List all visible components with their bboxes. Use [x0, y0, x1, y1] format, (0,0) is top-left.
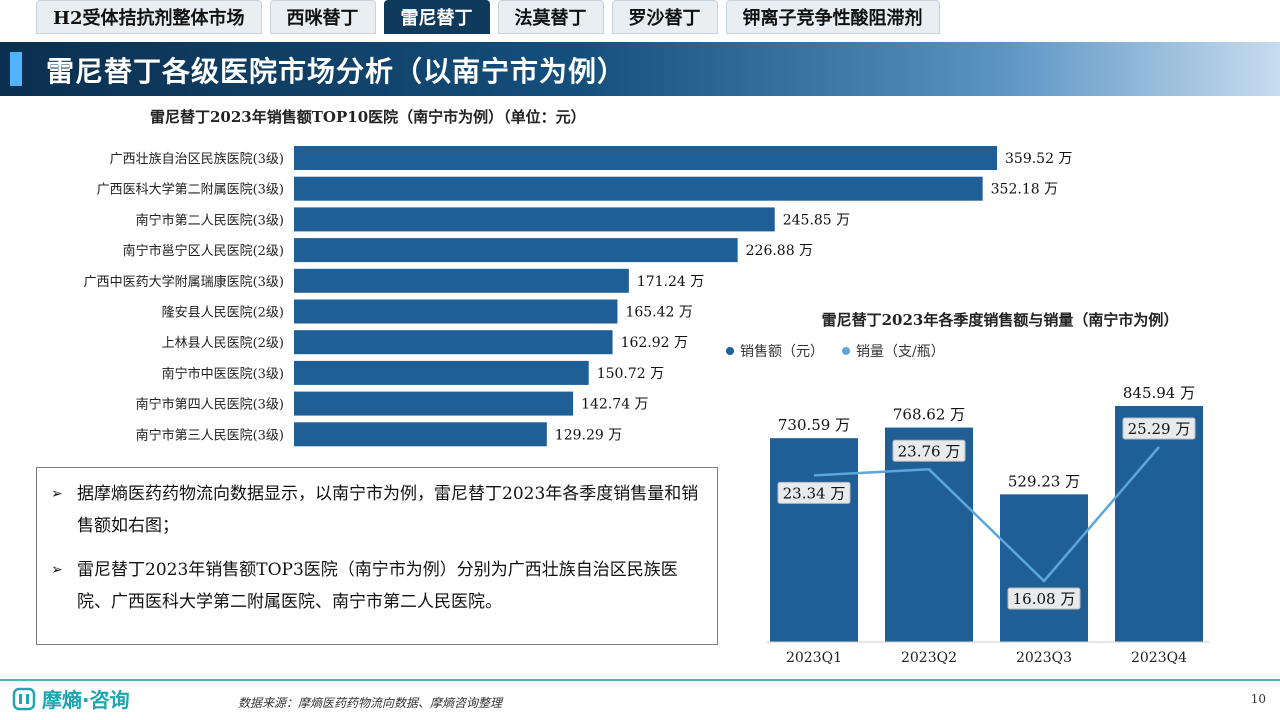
- volume-label-box: [1007, 587, 1081, 610]
- quarter-axis-label: 2023Q4: [1131, 650, 1187, 666]
- quarter-axis-label: 2023Q3: [1016, 650, 1072, 666]
- hospital-value-label: 162.92 万: [621, 335, 688, 351]
- summary-text: 据摩熵医药药物流向数据显示，以南宁市为例，雷尼替丁2023年各季度销售量和销售额…: [77, 484, 699, 536]
- tab-4[interactable]: 罗沙替丁: [611, 0, 718, 34]
- hospital-label: 南宁市邕宁区人民医院(2级): [123, 243, 284, 259]
- volume-label-box: [892, 439, 966, 462]
- quarterly-chart-title: 雷尼替丁2023年各季度销售额与销量（南宁市为例）: [821, 311, 1179, 329]
- legend-dot-icon: [842, 347, 850, 355]
- hospital-label: 南宁市第二人民医院(3级): [136, 212, 284, 228]
- hospital-chart-title: 雷尼替丁2023年销售额TOP10医院（南宁市为例）（单位：元）: [150, 108, 586, 126]
- quarter-axis-label: 2023Q1: [786, 650, 842, 666]
- summary-text: 雷尼替丁2023年销售额TOP3医院（南宁市为例）分别为广西壮族自治区民族医院、…: [77, 560, 678, 612]
- hospital-bar: [294, 422, 547, 447]
- hospital-label: 隆安县人民医院(2级): [162, 306, 284, 321]
- hospital-label: 广西壮族自治区民族医院(3级): [110, 151, 284, 167]
- hospital-bar: [294, 391, 574, 416]
- hospital-bar: [294, 176, 983, 201]
- volume-label-box: [1122, 417, 1196, 440]
- hospital-value-label: 150.72 万: [597, 366, 664, 382]
- quarter-axis-label: 2023Q2: [901, 650, 957, 666]
- quarter-volume-label: 23.34 万: [783, 484, 846, 502]
- tab-2[interactable]: 雷尼替丁: [383, 0, 490, 34]
- legend-label: 销售额（元）: [740, 344, 824, 360]
- arrow-bullet-icon: ➢: [51, 562, 63, 578]
- hospital-label: 广西中医药大学附属瑞康医院(3级): [84, 274, 284, 290]
- tab-3[interactable]: 法莫替丁: [497, 0, 604, 34]
- logo-text: 摩熵·咨询: [42, 688, 130, 712]
- hospital-bar: [294, 360, 589, 385]
- quarter-sales-label: 730.59 万: [778, 416, 850, 434]
- quarter-sales-bar: [1000, 494, 1088, 642]
- quarter-volume-label: 23.76 万: [898, 442, 961, 460]
- hospital-bar: [294, 299, 618, 324]
- hospital-label: 广西医科大学第二附属医院(3级): [97, 182, 284, 198]
- arrow-bullet-icon: ➢: [51, 486, 63, 502]
- quarter-sales-bar: [770, 438, 858, 642]
- hospital-value-label: 226.88 万: [746, 243, 813, 259]
- section-tabs: H2受体拮抗剂整体市场 西咪替丁 雷尼替丁 法莫替丁 罗沙替丁 钾离子竞争性酸阻滞剂: [36, 0, 940, 38]
- logo-icon: [12, 687, 36, 710]
- hospital-value-label: 129.29 万: [555, 427, 622, 443]
- title-accent: [10, 52, 22, 86]
- legend-item-volume: 销量（支/瓶）: [842, 341, 945, 361]
- hospital-value-label: 142.74 万: [581, 397, 648, 413]
- hospital-bar: [294, 238, 738, 263]
- quarter-volume-line: [813, 446, 1160, 583]
- quarter-volume-label: 16.08 万: [1013, 590, 1076, 608]
- summary-box: ➢ 据摩熵医药药物流向数据显示，以南宁市为例，雷尼替丁2023年各季度销售量和销…: [36, 467, 718, 645]
- quarter-sales-label: 845.94 万: [1123, 384, 1195, 402]
- hospital-bar: [294, 330, 613, 355]
- hospital-value-label: 171.24 万: [637, 274, 704, 290]
- data-source: 数据来源：摩熵医药药物流向数据、摩熵咨询整理: [238, 696, 503, 710]
- summary-bullet: ➢ 雷尼替丁2023年销售额TOP3医院（南宁市为例）分别为广西壮族自治区民族医…: [51, 554, 703, 618]
- summary-bullet: ➢ 据摩熵医药药物流向数据显示，以南宁市为例，雷尼替丁2023年各季度销售量和销…: [51, 478, 703, 542]
- hospital-bar: [294, 146, 997, 170]
- company-logo: 摩熵·咨询: [12, 684, 130, 713]
- hospital-label: 上林县人民医院(2级): [162, 336, 284, 351]
- hospital-label: 南宁市中医医院(3级): [162, 366, 284, 382]
- footer-divider: [0, 679, 1280, 681]
- hospital-bar: [294, 268, 629, 293]
- quarter-sales-bar: [1115, 406, 1203, 642]
- hospital-value-label: 352.18 万: [991, 182, 1058, 198]
- quarter-sales-label: 768.62 万: [893, 406, 965, 424]
- title-bar: 雷尼替丁各级医院市场分析（以南宁市为例）: [0, 42, 1280, 96]
- hospital-value-label: 245.85 万: [783, 212, 850, 228]
- quarter-sales-bar: [885, 427, 973, 642]
- hospital-label: 南宁市第四人民医院(3级): [136, 397, 284, 413]
- hospital-value-label: 359.52 万: [1005, 151, 1072, 167]
- page-title: 雷尼替丁各级医院市场分析（以南宁市为例）: [46, 55, 627, 88]
- hospital-label: 南宁市第三人民医院(3级): [136, 427, 284, 443]
- legend-label: 销量（支/瓶）: [856, 344, 945, 360]
- tab-0[interactable]: H2受体拮抗剂整体市场: [36, 0, 262, 34]
- legend-item-sales: 销售额（元）: [726, 341, 824, 361]
- tab-1[interactable]: 西咪替丁: [269, 0, 376, 34]
- tab-5[interactable]: 钾离子竞争性酸阻滞剂: [725, 0, 940, 34]
- volume-label-box: [777, 481, 851, 504]
- quarterly-legend: 销售额（元） 销量（支/瓶）: [726, 341, 945, 361]
- hospital-value-label: 165.42 万: [625, 305, 692, 321]
- hospital-bar: [294, 207, 775, 232]
- legend-dot-icon: [726, 347, 734, 355]
- quarter-volume-label: 25.29 万: [1128, 420, 1191, 438]
- page-number: 10: [1250, 692, 1266, 706]
- quarter-sales-label: 529.23 万: [1008, 472, 1080, 490]
